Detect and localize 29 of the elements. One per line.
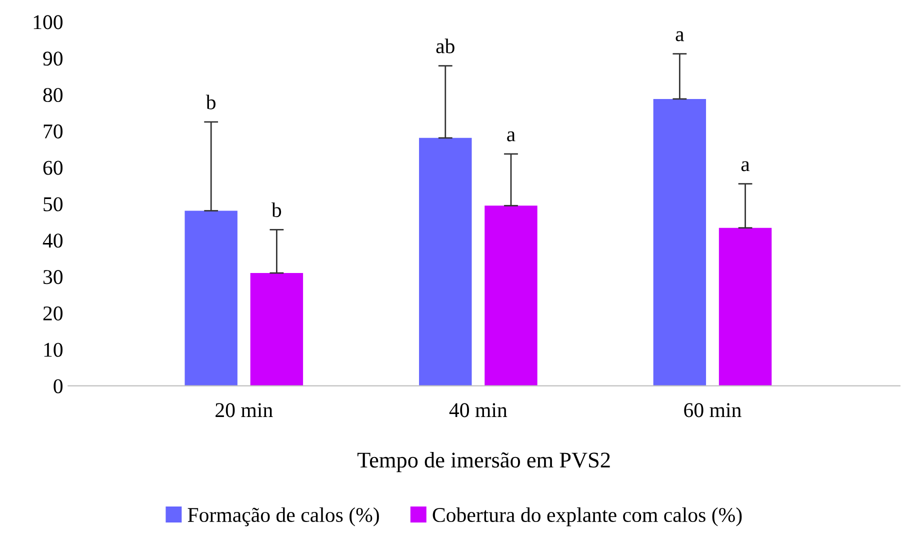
annotation: b — [271, 202, 282, 218]
annotation: b — [206, 94, 216, 110]
annotation: a — [507, 131, 516, 142]
y-tick-label: 40 — [42, 234, 63, 248]
y-tick-label: 0 — [54, 379, 63, 394]
x-axis-title: Tempo de imersão em PVS2 — [357, 452, 610, 472]
legend-label: Cobertura do explante com calos (%) — [432, 507, 742, 526]
bar — [718, 228, 772, 386]
annotation: ab — [436, 38, 454, 54]
y-tick-label: 70 — [44, 124, 63, 138]
annotation: a — [741, 161, 750, 172]
y-tick-label: 100 — [34, 15, 63, 30]
y-tick-label: 50 — [44, 197, 63, 212]
y-tick-label: 20 — [43, 306, 63, 320]
y-tick-label: 80 — [43, 88, 63, 102]
bar — [419, 138, 472, 386]
bar — [653, 98, 706, 386]
y-tick-label: 10 — [44, 342, 63, 357]
bar — [484, 206, 538, 386]
x-tick-label: 60 min — [684, 403, 742, 418]
y-tick-label: 60 — [43, 160, 63, 175]
y-tick-label: 30 — [43, 270, 63, 284]
x-tick-label: 20 min — [216, 403, 273, 418]
legend-label: Formação de calos (%) — [188, 507, 379, 526]
bar — [250, 273, 304, 386]
x-tick-label: 40 min — [449, 403, 508, 418]
bar — [184, 210, 238, 386]
y-tick-label: 90 — [43, 52, 63, 66]
annotation: a — [676, 31, 684, 42]
